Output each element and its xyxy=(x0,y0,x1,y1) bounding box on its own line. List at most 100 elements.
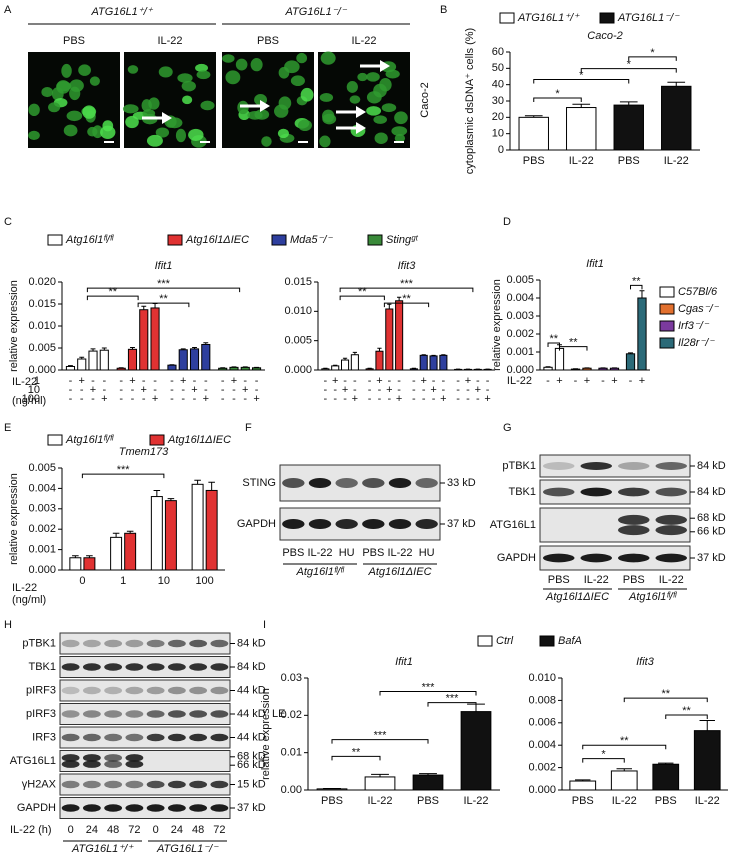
band xyxy=(415,519,438,529)
blot-label: pTBK1 xyxy=(502,460,536,472)
bar xyxy=(110,536,123,571)
condition-mark: - xyxy=(69,375,73,387)
nucleus xyxy=(127,65,139,74)
band xyxy=(125,760,144,768)
bar xyxy=(543,366,553,371)
blot xyxy=(279,507,441,541)
error-bar xyxy=(628,352,633,354)
legend-swatch xyxy=(659,303,675,315)
row-label: 1 xyxy=(34,375,40,387)
condition-mark: + xyxy=(129,375,135,387)
panel-letter: F xyxy=(245,422,252,434)
error-bar xyxy=(699,720,715,731)
condition-mark: - xyxy=(80,384,84,396)
condition-mark: - xyxy=(131,384,135,396)
legend-swatch xyxy=(167,234,183,246)
condition-mark: + xyxy=(141,384,147,396)
significance-bracket xyxy=(339,295,385,301)
lane-label: PBS xyxy=(362,547,384,559)
band xyxy=(210,710,229,718)
band xyxy=(61,760,80,768)
bar xyxy=(150,307,160,371)
band xyxy=(125,663,144,671)
y-tick-label: 0.000 xyxy=(28,364,56,376)
condition-mark: - xyxy=(343,375,347,387)
band xyxy=(210,780,229,789)
nucleus xyxy=(100,125,116,139)
lane-label: IL-22 xyxy=(307,547,332,559)
blot-label: pTBK1 xyxy=(22,637,56,649)
band xyxy=(655,553,687,563)
bar xyxy=(429,355,438,371)
bar xyxy=(341,359,350,371)
condition-mark: - xyxy=(378,384,382,396)
band xyxy=(618,553,650,563)
significance-bracket xyxy=(628,56,677,61)
legend-label: Cgas⁻/⁻ xyxy=(678,303,720,315)
band xyxy=(655,462,687,470)
bar xyxy=(582,367,592,371)
bar xyxy=(229,366,239,371)
group-label: ATG16L1⁻/⁻ xyxy=(285,6,348,18)
y-tick-label: 0.015 xyxy=(284,276,312,288)
error-bar xyxy=(639,290,645,298)
condition-mark: + xyxy=(465,375,471,387)
band xyxy=(82,663,101,671)
band xyxy=(210,804,229,812)
band xyxy=(82,804,101,812)
nucleus xyxy=(346,81,358,93)
significance-label: ** xyxy=(108,286,117,298)
nucleus xyxy=(278,66,290,79)
significance-bracket xyxy=(533,78,630,84)
group-label: Atg16l1ΔIEC xyxy=(367,566,431,578)
bar xyxy=(652,763,680,791)
blot-label: GAPDH xyxy=(237,518,276,530)
y-tick-label: 0.01 xyxy=(281,747,302,759)
chart-title: Tmem173 xyxy=(119,446,169,458)
condition-mark: - xyxy=(378,393,382,405)
legend-label: BafA xyxy=(558,635,582,647)
condition-mark: - xyxy=(232,393,236,405)
lane-label: PBS xyxy=(282,547,304,559)
nucleus xyxy=(381,103,397,113)
condition-mark: - xyxy=(442,375,446,387)
band xyxy=(104,733,123,742)
blot-label: STING xyxy=(242,477,276,489)
legend-swatch xyxy=(367,234,383,246)
band xyxy=(82,754,101,762)
band xyxy=(61,754,80,762)
band xyxy=(104,804,123,812)
y-tick-label: 0 xyxy=(498,144,504,156)
side-label: LE xyxy=(272,708,285,720)
error-bar xyxy=(367,367,372,369)
nucleus xyxy=(394,111,408,125)
significance-bracket xyxy=(86,295,139,301)
bar xyxy=(439,354,448,371)
band xyxy=(82,710,101,718)
band xyxy=(104,663,123,671)
band xyxy=(61,663,80,671)
lane-label: HU xyxy=(419,547,435,559)
error-bar xyxy=(421,354,426,356)
condition-mark: - xyxy=(153,384,157,396)
condition-mark: + xyxy=(332,375,338,387)
nucleus xyxy=(148,97,160,110)
panel-letter: D xyxy=(503,216,511,228)
condition-mark: - xyxy=(69,384,73,396)
condition-mark: - xyxy=(422,393,426,405)
chart-title: Ifit1 xyxy=(395,656,413,668)
significance-bracket xyxy=(427,702,477,707)
condition-mark: - xyxy=(193,393,197,405)
band xyxy=(655,525,687,536)
bar xyxy=(218,367,228,371)
condition-mark: + xyxy=(611,375,617,387)
nucleus xyxy=(319,135,331,148)
condition-mark: - xyxy=(353,384,357,396)
condition-mark: - xyxy=(343,393,347,405)
nucleus xyxy=(373,115,387,124)
y-axis-label: relative expression xyxy=(8,473,20,565)
x-tick-label: IL-22 xyxy=(569,155,594,167)
bar xyxy=(88,350,98,371)
bar xyxy=(412,774,444,791)
chart-title: Ifit3 xyxy=(398,260,417,272)
